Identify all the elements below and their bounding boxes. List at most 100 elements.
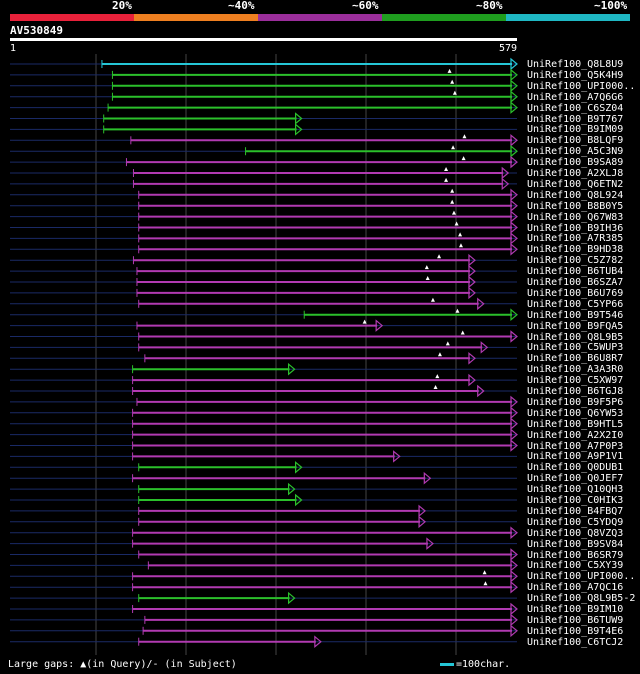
hit-row[interactable]: [10, 515, 517, 529]
hit-name[interactable]: UniRef100_B9F5P6: [527, 396, 624, 408]
hit-row[interactable]: [10, 286, 517, 300]
hit-row[interactable]: [10, 319, 517, 332]
hit-name[interactable]: UniRef100_C5XY39: [527, 560, 624, 572]
hit-name[interactable]: UniRef100_B9HD38: [527, 244, 624, 256]
hit-name[interactable]: UniRef100_Q0JEF7: [527, 473, 624, 485]
hit-name[interactable]: UniRef100_B6SZA7: [527, 277, 624, 288]
hit-row[interactable]: [10, 144, 518, 158]
hit-name[interactable]: UniRef100_Q8L8U9: [527, 59, 624, 70]
hit-row[interactable]: [10, 439, 518, 452]
hit-name[interactable]: UniRef100_B4FBQ7: [527, 505, 624, 517]
hit-name[interactable]: UniRef100_C5YDQ9: [527, 516, 624, 528]
hit-row[interactable]: [10, 134, 518, 147]
hit-row[interactable]: [10, 559, 518, 572]
hit-row[interactable]: [10, 275, 517, 289]
hit-name[interactable]: UniRef100_Q6ETN2: [527, 178, 624, 190]
hit-name[interactable]: UniRef100_B9T767: [527, 113, 624, 125]
hit-row[interactable]: [10, 504, 517, 518]
hit-row[interactable]: [10, 308, 518, 321]
hit-name[interactable]: UniRef100_B6TUB4: [527, 266, 624, 278]
hit-name[interactable]: UniRef100_Q67W83: [527, 211, 624, 223]
hit-row[interactable]: [10, 166, 517, 180]
hit-row[interactable]: [10, 188, 518, 202]
hit-name[interactable]: UniRef100_B6U8R7: [527, 353, 624, 365]
hit-row[interactable]: [10, 537, 517, 550]
hit-name[interactable]: UniRef100_B9IM09: [527, 124, 624, 136]
hit-row[interactable]: [10, 341, 517, 354]
hit-row[interactable]: [10, 526, 518, 539]
hit-name[interactable]: UniRef100_Q6YW53: [527, 407, 624, 419]
hit-row[interactable]: [10, 591, 517, 605]
hit-name[interactable]: UniRef100_B6U769: [527, 287, 624, 299]
hit-name[interactable]: UniRef100_UPI000..: [527, 571, 636, 583]
hit-name[interactable]: UniRef100_C5WUP3: [527, 342, 624, 354]
hit-row[interactable]: [10, 482, 517, 496]
hit-name[interactable]: UniRef100_B6SR79: [527, 549, 624, 561]
hit-row[interactable]: [10, 90, 518, 103]
hit-name[interactable]: UniRef100_B9IH36: [527, 222, 624, 234]
hit-row[interactable]: [10, 570, 518, 583]
hit-row[interactable]: [10, 79, 518, 93]
hit-row[interactable]: [10, 112, 517, 125]
hit-name[interactable]: UniRef100_B8LQF9: [527, 135, 624, 147]
hit-row[interactable]: [10, 352, 517, 365]
hit-name[interactable]: UniRef100_B6TUW9: [527, 614, 624, 626]
hit-row[interactable]: [10, 493, 517, 507]
hit-row[interactable]: [10, 471, 517, 485]
hit-name[interactable]: UniRef100_A9P1V1: [527, 451, 624, 463]
hit-name[interactable]: UniRef100_A7QC16: [527, 582, 624, 594]
hit-row[interactable]: [10, 123, 517, 136]
hit-row[interactable]: [10, 101, 518, 114]
hit-name[interactable]: UniRef100_B9HTL5: [527, 418, 624, 430]
hit-row[interactable]: [10, 417, 518, 430]
hit-row[interactable]: [10, 243, 518, 256]
hit-name[interactable]: UniRef100_C5YP66: [527, 298, 624, 310]
hit-name[interactable]: UniRef100_C6SZ04: [527, 102, 624, 114]
hit-row[interactable]: [10, 602, 518, 616]
hit-name[interactable]: UniRef100_Q0DUB1: [527, 462, 624, 474]
hit-name[interactable]: UniRef100_A7Q6G6: [527, 91, 624, 103]
hit-name[interactable]: UniRef100_C6TCJ2: [527, 636, 624, 648]
hit-name[interactable]: UniRef100_UPI000..: [527, 80, 636, 92]
hit-row[interactable]: [10, 548, 518, 561]
hit-row[interactable]: [10, 253, 517, 267]
hit-row[interactable]: [10, 624, 518, 638]
hit-name[interactable]: UniRef100_A3A3R0: [527, 364, 624, 376]
hit-row[interactable]: [10, 384, 517, 398]
hit-row[interactable]: [10, 450, 517, 463]
hit-row[interactable]: [10, 580, 518, 594]
hit-name[interactable]: UniRef100_B9T4E6: [527, 625, 624, 637]
hit-row[interactable]: [10, 232, 518, 245]
hit-name[interactable]: UniRef100_A2XLJ8: [527, 168, 624, 179]
hit-name[interactable]: UniRef100_Q5K4H9: [527, 69, 624, 81]
hit-row[interactable]: [10, 613, 518, 627]
hit-name[interactable]: UniRef100_Q8L924: [527, 189, 624, 201]
hit-row[interactable]: [10, 395, 518, 409]
hit-name[interactable]: UniRef100_B9SA89: [527, 157, 624, 169]
hit-row[interactable]: [10, 406, 518, 420]
hit-name[interactable]: UniRef100_Q8L9B5: [527, 331, 624, 343]
hit-name[interactable]: UniRef100_C5XW97: [527, 375, 624, 387]
hit-name[interactable]: UniRef100_B6TGJ8: [527, 386, 624, 397]
hit-name[interactable]: UniRef100_Q8L9B5-2: [527, 593, 636, 605]
hit-row[interactable]: [10, 177, 517, 191]
hit-row[interactable]: [10, 373, 517, 387]
hit-name[interactable]: UniRef100_B9SV84: [527, 538, 624, 550]
hit-row[interactable]: [10, 57, 518, 71]
hit-row[interactable]: [10, 635, 517, 648]
hit-name[interactable]: UniRef100_A2X2I0: [527, 429, 624, 441]
hit-row[interactable]: [10, 210, 518, 223]
hit-name[interactable]: UniRef100_Q10QH3: [527, 484, 624, 496]
hit-name[interactable]: UniRef100_A7R385: [527, 233, 624, 245]
hit-name[interactable]: UniRef100_B9IM10: [527, 604, 624, 615]
hit-row[interactable]: [10, 155, 518, 169]
hit-row[interactable]: [10, 428, 518, 441]
hit-name[interactable]: UniRef100_B9T546: [527, 309, 624, 321]
hit-name[interactable]: UniRef100_C5Z782: [527, 255, 624, 267]
hit-row[interactable]: [10, 264, 517, 278]
hit-row[interactable]: [10, 221, 518, 234]
hit-row[interactable]: [10, 461, 517, 474]
hit-row[interactable]: [10, 330, 518, 343]
hit-row[interactable]: [10, 68, 518, 82]
hit-row[interactable]: [10, 297, 517, 311]
